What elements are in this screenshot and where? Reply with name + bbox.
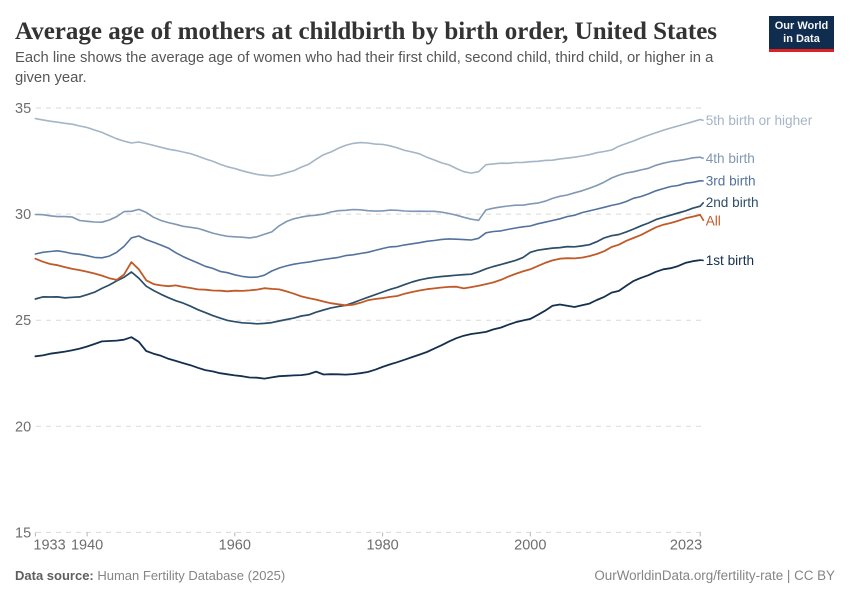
svg-text:1st birth: 1st birth [706, 253, 754, 268]
svg-text:3rd birth: 3rd birth [706, 174, 756, 189]
svg-text:30: 30 [15, 207, 31, 223]
svg-text:1940: 1940 [71, 537, 103, 553]
svg-text:1960: 1960 [219, 537, 251, 553]
svg-text:20: 20 [15, 419, 31, 435]
svg-text:2000: 2000 [514, 537, 546, 553]
svg-text:15: 15 [15, 525, 31, 541]
svg-text:2023: 2023 [670, 537, 702, 553]
svg-text:All: All [706, 214, 721, 229]
svg-text:25: 25 [15, 313, 31, 329]
svg-text:5th birth or higher: 5th birth or higher [706, 113, 813, 128]
svg-text:1980: 1980 [366, 537, 398, 553]
svg-text:1933: 1933 [33, 537, 65, 553]
svg-text:4th birth: 4th birth [706, 151, 755, 166]
svg-text:35: 35 [15, 101, 31, 117]
svg-text:2nd birth: 2nd birth [706, 195, 759, 210]
